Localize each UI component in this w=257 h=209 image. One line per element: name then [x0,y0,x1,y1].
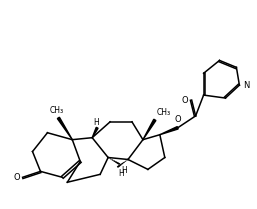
Text: CH₃: CH₃ [50,106,64,115]
Text: CH₃: CH₃ [157,108,171,117]
Polygon shape [160,127,178,135]
Polygon shape [92,127,98,138]
Text: O: O [14,173,21,182]
Text: N: N [243,81,249,90]
Text: H: H [118,169,124,178]
Text: H: H [121,166,127,175]
Text: H: H [93,118,99,127]
Text: O: O [182,96,189,104]
Text: O: O [175,115,181,124]
Polygon shape [143,119,156,140]
Polygon shape [57,117,72,140]
